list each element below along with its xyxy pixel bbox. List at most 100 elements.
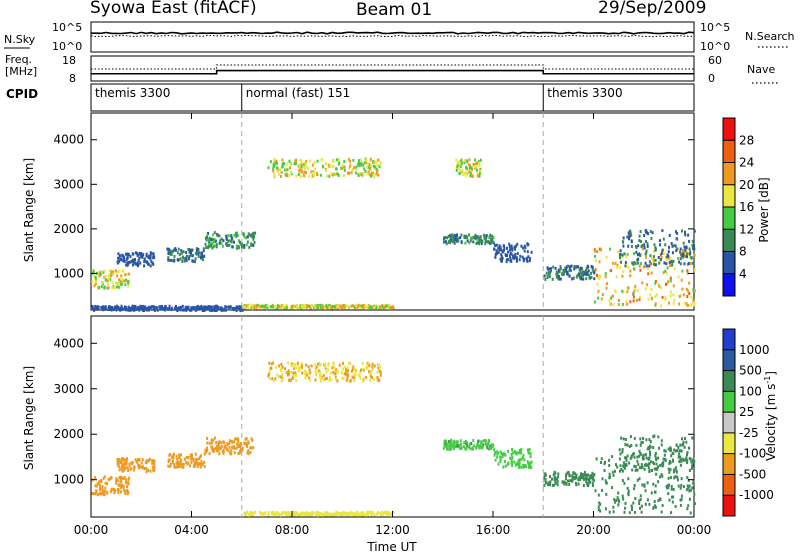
data-point: [693, 303, 696, 307]
x-tick-label: 08:00: [275, 523, 310, 537]
data-point: [370, 173, 373, 177]
data-point: [280, 362, 283, 366]
data-point: [526, 258, 528, 262]
data-point: [638, 502, 641, 506]
data-point: [468, 158, 471, 162]
data-point: [230, 240, 233, 244]
data-point: [489, 241, 491, 245]
data-point: [128, 308, 131, 312]
data-point: [518, 448, 521, 452]
data-point: [595, 457, 598, 461]
data-point: [144, 305, 147, 309]
data-point: [620, 260, 622, 264]
data-point: [311, 163, 314, 167]
data-point: [362, 163, 365, 167]
data-point: [160, 304, 163, 308]
data-point: [347, 171, 349, 175]
data-point: [313, 174, 315, 178]
data-point: [127, 284, 130, 288]
data-point: [247, 449, 250, 452]
data-point: [118, 468, 121, 472]
data-point: [358, 172, 361, 176]
data-point: [284, 367, 286, 371]
data-point: [629, 231, 632, 235]
data-point: [110, 476, 113, 479]
data-point: [515, 259, 518, 263]
data-point: [659, 475, 662, 479]
data-point: [185, 305, 188, 309]
data-point: [116, 304, 119, 308]
data-point: [675, 237, 678, 241]
data-point: [164, 308, 167, 312]
data-point: [657, 256, 660, 259]
data-point: [324, 513, 327, 517]
data-point: [473, 444, 476, 448]
data-point: [186, 462, 189, 466]
data-point: [222, 308, 225, 312]
data-point: [373, 364, 376, 368]
data-point: [341, 167, 344, 170]
data-point: [218, 452, 221, 456]
data-point: [196, 464, 199, 468]
data-point: [574, 481, 577, 485]
data-point: [143, 264, 146, 268]
data-point: [626, 235, 629, 239]
data-point: [368, 370, 371, 373]
data-point: [179, 308, 182, 312]
data-point: [213, 436, 216, 440]
colorbar-tick-label: 24: [739, 156, 754, 170]
data-point: [176, 309, 179, 313]
data-point: [379, 163, 382, 167]
data-point: [608, 464, 611, 467]
data-point: [300, 163, 303, 167]
data-point: [451, 233, 454, 237]
data-point: [252, 446, 255, 450]
nave-tick-low: 0: [708, 72, 715, 85]
data-point: [529, 465, 532, 469]
data-point: [353, 379, 356, 383]
data-point: [134, 305, 137, 309]
data-point: [126, 254, 129, 258]
data-point: [128, 462, 131, 466]
data-point: [621, 253, 624, 257]
data-point: [225, 242, 227, 246]
data-point: [668, 255, 671, 259]
data-point: [325, 174, 328, 178]
data-point: [332, 362, 335, 366]
data-point: [355, 167, 358, 170]
data-point: [320, 376, 323, 380]
data-point: [243, 244, 246, 248]
data-point: [499, 245, 502, 249]
data-point: [663, 453, 666, 457]
data-point: [605, 492, 608, 496]
data-point: [315, 511, 318, 515]
data-point: [514, 247, 516, 251]
data-point: [606, 282, 608, 286]
data-point: [679, 498, 682, 502]
data-point: [151, 461, 154, 465]
data-point: [692, 261, 694, 265]
data-point: [225, 237, 228, 241]
data-point: [624, 264, 627, 268]
data-point: [332, 364, 335, 368]
data-point: [465, 446, 468, 450]
data-point: [202, 247, 205, 251]
data-point: [572, 276, 575, 280]
data-point: [580, 472, 583, 476]
data-point: [608, 298, 611, 302]
data-point: [334, 376, 337, 380]
data-point: [238, 306, 241, 310]
data-point: [285, 306, 288, 310]
data-point: [604, 460, 606, 464]
data-point: [302, 173, 305, 177]
data-point: [371, 306, 374, 310]
data-point: [477, 444, 480, 448]
data-point: [627, 265, 630, 269]
data-point: [301, 371, 304, 375]
data-point: [514, 463, 517, 467]
data-point: [205, 238, 208, 242]
data-point: [122, 307, 125, 311]
power-plot-frame: [90, 112, 695, 311]
data-point: [584, 269, 587, 272]
